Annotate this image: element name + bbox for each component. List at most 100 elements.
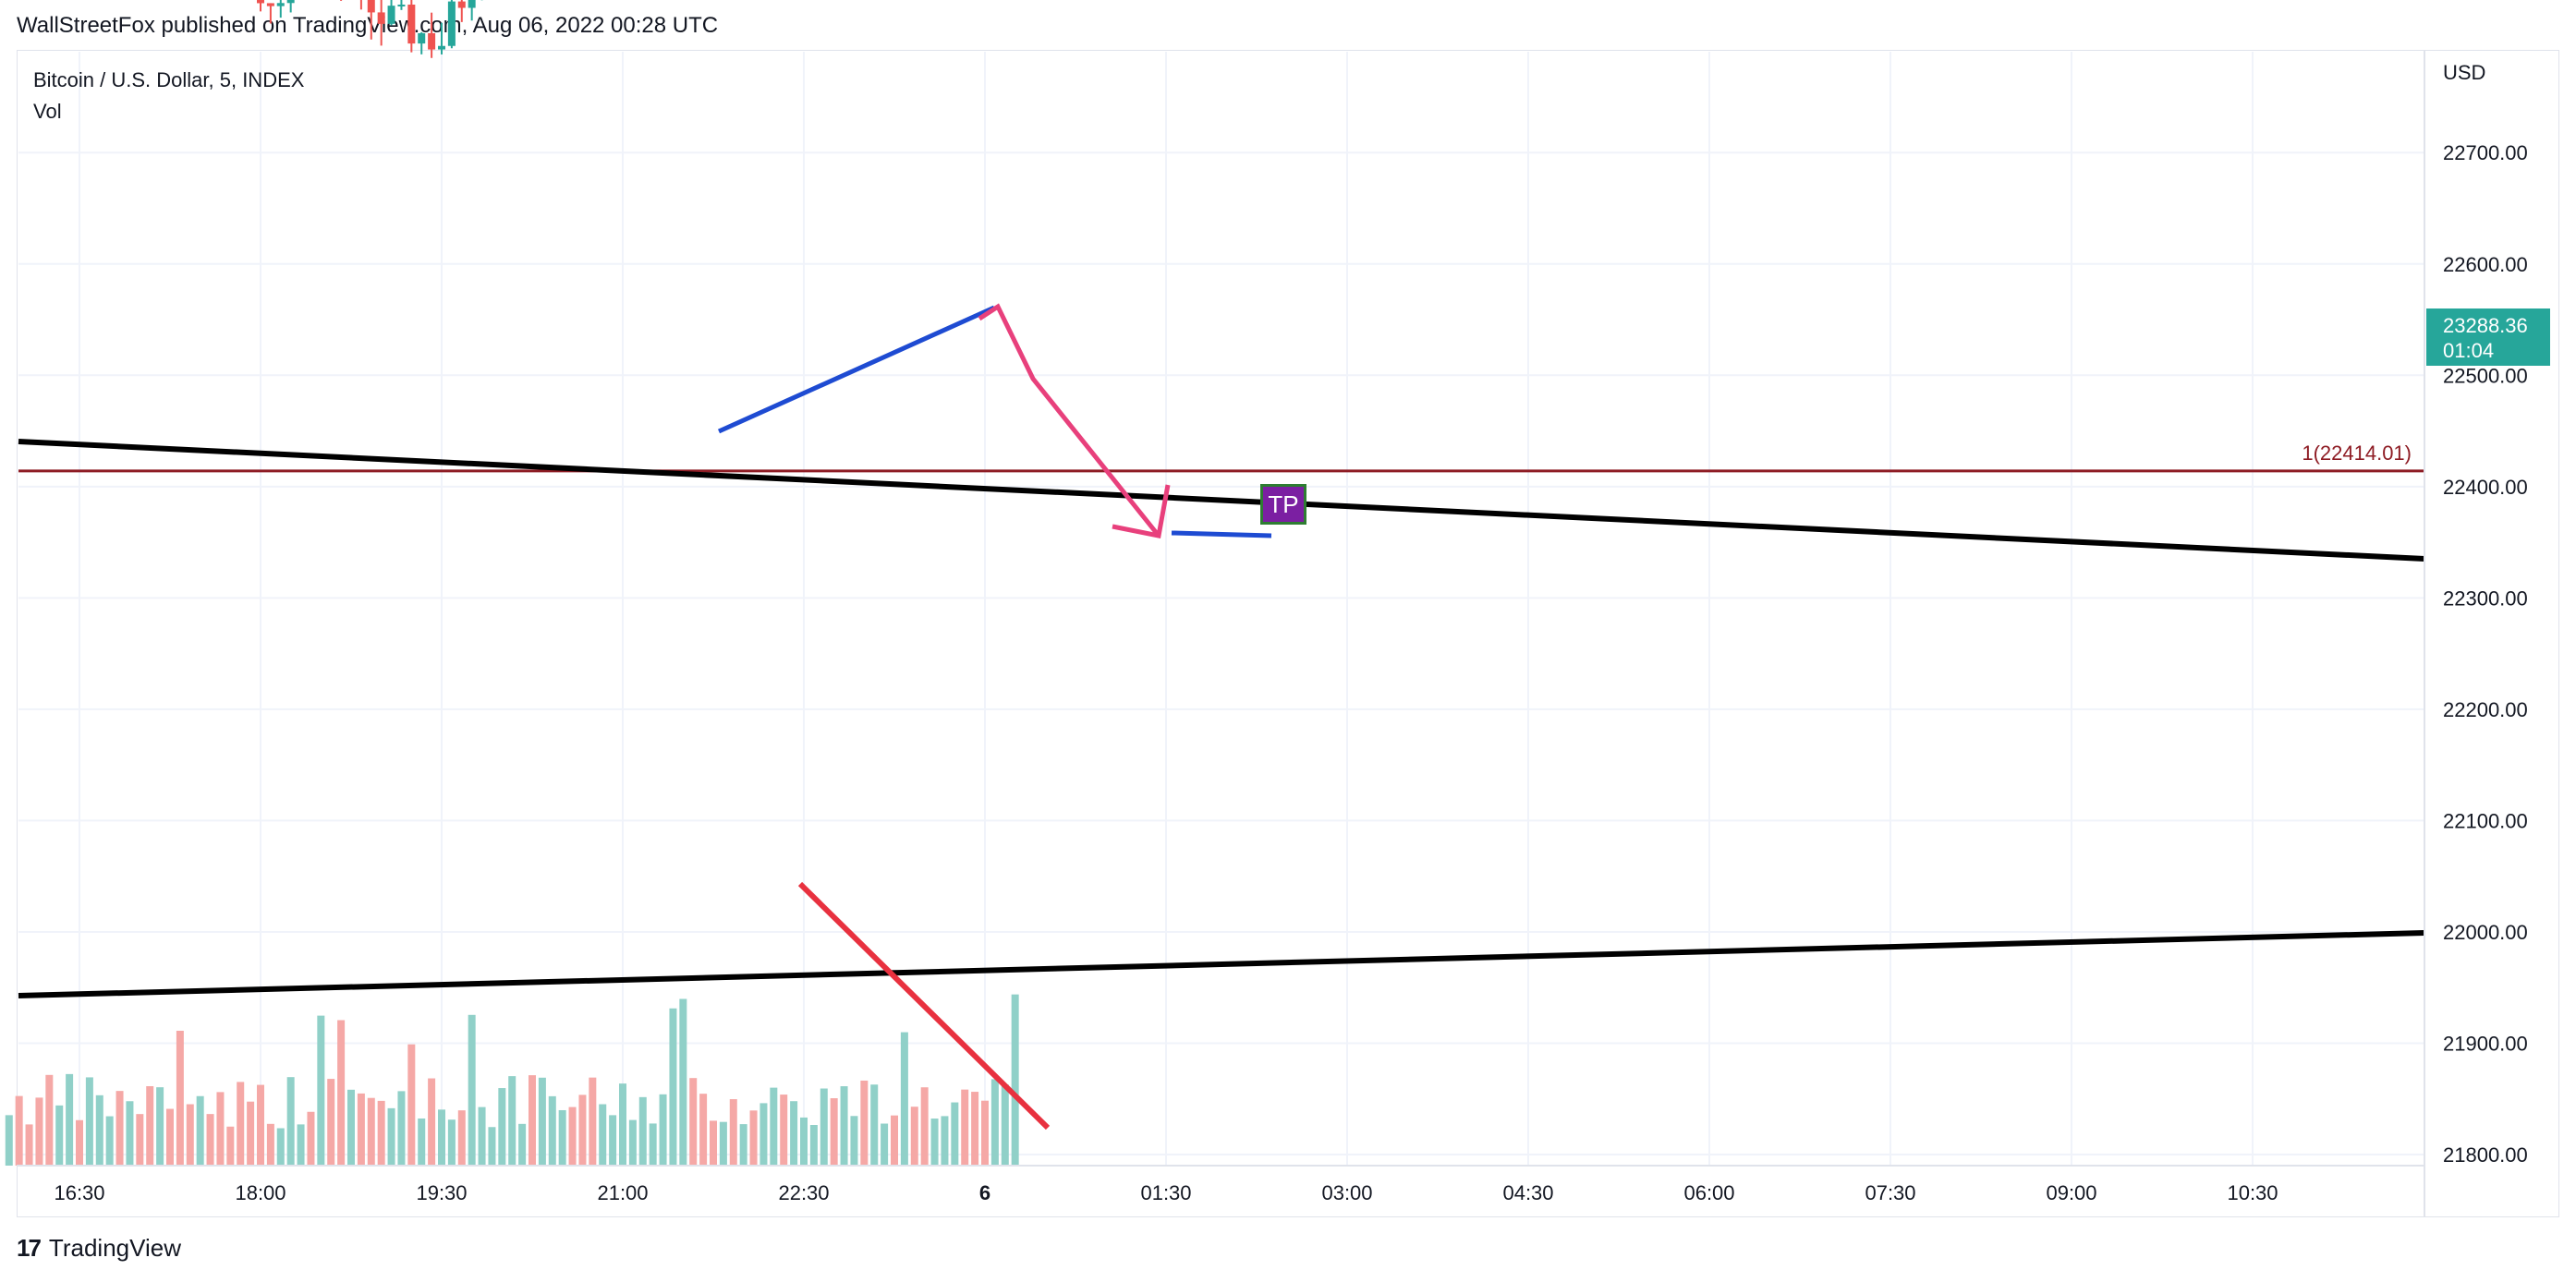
volume-bar: [920, 1087, 929, 1166]
volume-bar: [568, 1107, 577, 1166]
volume-bar: [397, 1091, 406, 1166]
projection-arrow: [978, 303, 1160, 538]
volume-bar: [297, 1124, 305, 1166]
candle-body: [387, 6, 395, 24]
volume-bar: [357, 1093, 365, 1166]
price-tick-label: 22500.00: [2443, 364, 2528, 387]
volume-bar: [337, 1020, 346, 1166]
drawings: [18, 303, 2425, 1131]
brand-name: TradingView: [48, 1234, 181, 1262]
bar-countdown: 01:04: [2443, 339, 2495, 362]
volume-bar: [347, 1089, 355, 1166]
volume-bar: [729, 1099, 737, 1166]
volume-bar: [749, 1110, 758, 1166]
volume-bar: [387, 1107, 395, 1166]
volume-bar: [498, 1088, 506, 1166]
volume-bar: [377, 1100, 385, 1166]
volume-bar: [900, 1032, 908, 1166]
volume-bar: [538, 1077, 546, 1166]
volume-bar: [990, 1079, 999, 1166]
candle-body: [377, 12, 385, 24]
volume-bar: [548, 1095, 556, 1166]
price-tick-label: 22100.00: [2443, 809, 2528, 832]
price-tick-label: 22700.00: [2443, 141, 2528, 164]
volume-bar: [166, 1108, 174, 1166]
fib-level-label: 1(22414.01): [2302, 441, 2412, 465]
volume-bar: [276, 1128, 285, 1166]
volume-trendline: [18, 930, 2425, 998]
time-tick-label: 01:30: [1140, 1181, 1191, 1204]
volume-bar: [186, 1104, 194, 1166]
volume-bar: [25, 1124, 33, 1166]
volume-bar: [76, 1119, 83, 1166]
candle-body: [407, 4, 416, 44]
volume-bar: [55, 1105, 64, 1166]
volume-bar: [679, 998, 687, 1166]
volume-bar: [126, 1101, 134, 1166]
time-tick-label: 19:30: [416, 1181, 467, 1204]
volume-bar: [669, 1008, 677, 1166]
time-tick-label: 04:30: [1502, 1181, 1553, 1204]
volume-bar: [5, 1115, 13, 1166]
volume-bar: [529, 1075, 536, 1166]
volume-bar: [800, 1117, 808, 1166]
volume-bar: [1001, 1084, 1009, 1166]
volume-bar: [176, 1030, 184, 1166]
volume-bar: [941, 1116, 949, 1166]
volume-bar: [407, 1044, 416, 1166]
price-tick-label: 21900.00: [2443, 1032, 2528, 1055]
volume-bar: [638, 1096, 647, 1166]
candle-body: [428, 32, 436, 50]
candle-body: [397, 4, 406, 6]
time-tick-label: 22:30: [778, 1181, 829, 1204]
currency-label[interactable]: USD: [2443, 61, 2486, 84]
volume-bar: [156, 1087, 164, 1166]
volume-bar: [266, 1123, 274, 1166]
volume-bar: [95, 1095, 103, 1166]
volume-bar: [689, 1078, 698, 1166]
volume-bar: [971, 1092, 979, 1166]
projection-arrowhead: [1112, 484, 1171, 538]
price-tick-label: 22200.00: [2443, 698, 2528, 721]
rising-wedge-line: [717, 305, 996, 434]
volume-bar: [719, 1121, 727, 1166]
volume-bar: [1011, 994, 1019, 1166]
volume-bar: [770, 1087, 778, 1166]
volume-bar: [981, 1100, 989, 1166]
price-tick-label: 22400.00: [2443, 476, 2528, 499]
volume-bar: [628, 1119, 637, 1166]
current-price-tag: 23288.36 01:04: [2426, 308, 2550, 366]
volume-bar: [447, 1119, 456, 1166]
time-tick-label: 06:00: [1683, 1181, 1734, 1204]
price-tick-label: 22000.00: [2443, 921, 2528, 944]
tp-label[interactable]: TP: [1260, 484, 1306, 525]
volume-bar: [247, 1101, 255, 1166]
candles: [257, 0, 483, 58]
volume-bar: [881, 1123, 889, 1166]
volume-bar: [35, 1097, 43, 1166]
candle-body: [418, 32, 426, 44]
tradingview-brand[interactable]: 17 TradingView: [17, 1234, 181, 1263]
volume-bar: [739, 1124, 747, 1166]
volume-bar: [790, 1101, 798, 1166]
symbol-title[interactable]: Bitcoin / U.S. Dollar, 5, INDEX: [33, 68, 305, 91]
volume-bar: [85, 1077, 93, 1166]
volume-bar: [870, 1084, 879, 1166]
volume-indicator-label[interactable]: Vol: [33, 100, 62, 123]
price-tick-label: 21800.00: [2443, 1143, 2528, 1167]
volume-bar: [216, 1092, 225, 1166]
target-line: [1171, 530, 1272, 538]
volume-bar: [809, 1124, 818, 1166]
time-tick-label: 09:00: [2046, 1181, 2096, 1204]
chart-frame[interactable]: [17, 50, 2559, 1217]
publish-header: WallStreetFox published on TradingView.c…: [17, 13, 719, 38]
candle-body: [257, 0, 264, 4]
volume-bar: [961, 1089, 969, 1166]
volume-bar: [518, 1123, 527, 1166]
symbol-legend[interactable]: Bitcoin / U.S. Dollar, 5, INDEX Vol: [33, 65, 304, 127]
volume-bar: [136, 1114, 144, 1166]
volume-bar: [428, 1078, 436, 1166]
price-tick-label: 22300.00: [2443, 587, 2528, 610]
volume-bar: [780, 1095, 788, 1166]
